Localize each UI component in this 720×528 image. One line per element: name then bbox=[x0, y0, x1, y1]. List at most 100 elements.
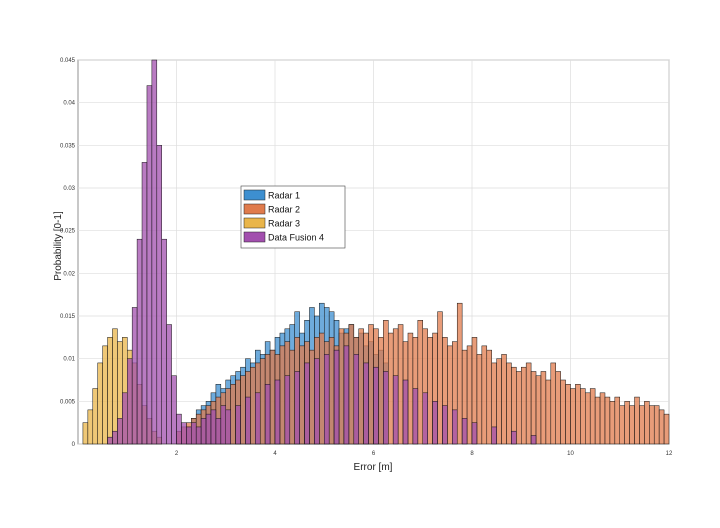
y-tick-label: 0 bbox=[72, 442, 76, 448]
bar bbox=[511, 430, 517, 445]
bar bbox=[525, 362, 532, 445]
bar bbox=[560, 379, 566, 445]
bar bbox=[259, 358, 266, 445]
x-axis-ticks: 2 4 6 8 10 12 bbox=[175, 451, 673, 457]
bar bbox=[146, 85, 153, 445]
bar bbox=[151, 59, 158, 445]
y-tick-label: 0.01 bbox=[63, 357, 75, 363]
y-axis-ticks: 0 0.005 0.01 0.015 0.02 0.025 0.03 0.035 0.04 0.0… bbox=[60, 58, 76, 448]
bar bbox=[141, 162, 148, 445]
legend-label: Radar 3 bbox=[268, 219, 300, 229]
bar bbox=[388, 332, 394, 445]
bar bbox=[378, 337, 384, 445]
bars-layer bbox=[82, 59, 670, 445]
bar bbox=[437, 311, 443, 445]
bar bbox=[624, 401, 630, 445]
bar bbox=[299, 345, 305, 445]
bar bbox=[131, 307, 138, 445]
bar bbox=[501, 354, 507, 445]
bar bbox=[422, 392, 428, 445]
bar bbox=[658, 409, 665, 445]
bar bbox=[550, 362, 556, 445]
bar bbox=[427, 337, 433, 445]
legend-label: Radar 1 bbox=[268, 191, 300, 201]
bar bbox=[200, 418, 207, 445]
y-axis-label: Probability [0-1] bbox=[53, 211, 64, 281]
bar bbox=[210, 409, 217, 445]
y-tick-label: 0.04 bbox=[63, 101, 75, 107]
y-tick-label: 0.03 bbox=[63, 186, 75, 192]
bar bbox=[447, 345, 453, 445]
bar bbox=[230, 384, 236, 445]
bar bbox=[328, 337, 335, 445]
bar bbox=[471, 422, 478, 445]
bar bbox=[629, 405, 635, 445]
y-tick-label: 0.005 bbox=[60, 399, 76, 405]
legend-swatch bbox=[243, 217, 266, 229]
bar bbox=[205, 413, 212, 445]
bar bbox=[614, 396, 621, 445]
bar bbox=[97, 362, 103, 445]
bar bbox=[565, 384, 571, 445]
y-tick-label: 0.02 bbox=[63, 271, 75, 277]
legend-label: Radar 2 bbox=[268, 205, 300, 215]
bar bbox=[639, 405, 645, 445]
bar bbox=[333, 349, 340, 445]
bar bbox=[397, 324, 404, 445]
bar bbox=[122, 392, 128, 445]
bar bbox=[491, 426, 497, 445]
bar bbox=[117, 418, 123, 445]
bar bbox=[240, 375, 246, 445]
bar bbox=[580, 388, 586, 445]
x-tick-label: 6 bbox=[372, 451, 376, 457]
bar bbox=[540, 371, 547, 445]
bar bbox=[481, 345, 488, 445]
bar bbox=[663, 413, 670, 445]
bar bbox=[171, 375, 177, 445]
bar bbox=[284, 375, 291, 445]
bar bbox=[649, 405, 655, 445]
bar bbox=[466, 345, 473, 445]
x-tick-label: 10 bbox=[567, 451, 574, 457]
bar bbox=[324, 354, 330, 445]
series-data-fusion-4 bbox=[107, 59, 537, 445]
x-tick-label: 8 bbox=[470, 451, 474, 457]
legend-swatch bbox=[243, 189, 266, 201]
bar bbox=[107, 337, 113, 445]
x-tick-label: 4 bbox=[273, 451, 277, 457]
bar bbox=[294, 371, 300, 445]
bar bbox=[516, 371, 522, 445]
bar bbox=[412, 388, 419, 445]
bar bbox=[82, 422, 89, 445]
bar bbox=[653, 405, 660, 445]
bar bbox=[452, 409, 458, 445]
bar bbox=[589, 388, 596, 445]
x-axis-label: Error [m] bbox=[354, 462, 393, 473]
bar bbox=[245, 396, 251, 445]
bar bbox=[402, 379, 409, 445]
bar bbox=[191, 422, 197, 445]
bar bbox=[555, 371, 561, 445]
legend-label: Data Fusion 4 bbox=[268, 233, 324, 243]
bar bbox=[264, 384, 271, 445]
x-tick-label: 12 bbox=[666, 451, 673, 457]
bar bbox=[368, 324, 374, 445]
bar bbox=[176, 413, 182, 445]
bar bbox=[215, 418, 222, 445]
bar bbox=[279, 345, 286, 445]
bar bbox=[363, 362, 369, 445]
bar bbox=[496, 358, 502, 445]
bar bbox=[476, 354, 483, 445]
bar bbox=[274, 379, 281, 445]
bar bbox=[585, 392, 591, 445]
bar bbox=[407, 332, 414, 445]
bar bbox=[181, 422, 187, 445]
legend-swatch bbox=[243, 203, 266, 215]
legend-swatch bbox=[243, 231, 266, 243]
bar bbox=[461, 418, 468, 445]
bar bbox=[309, 349, 315, 445]
bar bbox=[343, 345, 350, 445]
bar bbox=[107, 436, 113, 445]
bar bbox=[338, 328, 345, 445]
